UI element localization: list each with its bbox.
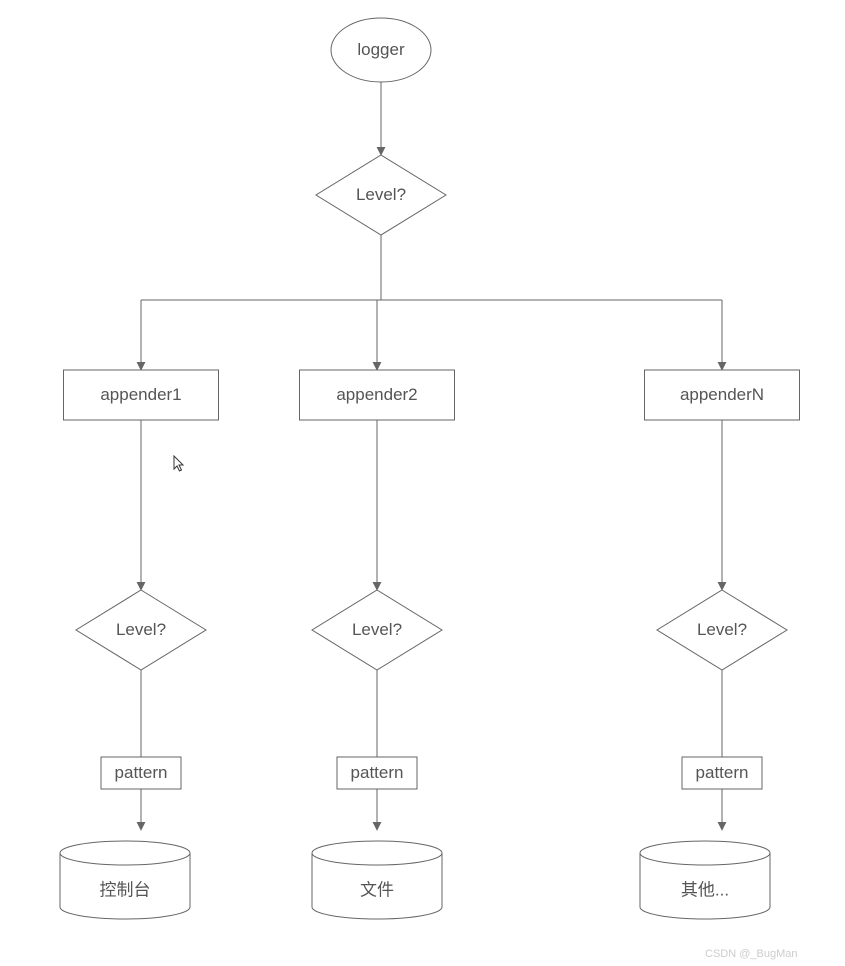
node-label-levelN: Level? bbox=[697, 620, 747, 640]
node-label-level2: Level? bbox=[352, 620, 402, 640]
node-label-appender1: appender1 bbox=[100, 385, 181, 405]
mouse-cursor-icon bbox=[173, 455, 187, 473]
node-label-appender2: appender2 bbox=[336, 385, 417, 405]
node-label-sink2: 文件 bbox=[360, 876, 394, 901]
node-label-sinkN: 其他... bbox=[681, 876, 729, 901]
flowchart-svg bbox=[0, 0, 845, 966]
node-label-sink1: 控制台 bbox=[100, 876, 151, 901]
node-label-pattern2: pattern bbox=[351, 763, 404, 783]
node-label-patternN: pattern bbox=[696, 763, 749, 783]
node-label-level1: Level? bbox=[116, 620, 166, 640]
node-label-level_top: Level? bbox=[356, 185, 406, 205]
node-label-appenderN: appenderN bbox=[680, 385, 764, 405]
node-label-pattern1: pattern bbox=[115, 763, 168, 783]
node-label-logger: logger bbox=[357, 40, 404, 60]
watermark-text: CSDN @_BugMan bbox=[705, 948, 797, 960]
